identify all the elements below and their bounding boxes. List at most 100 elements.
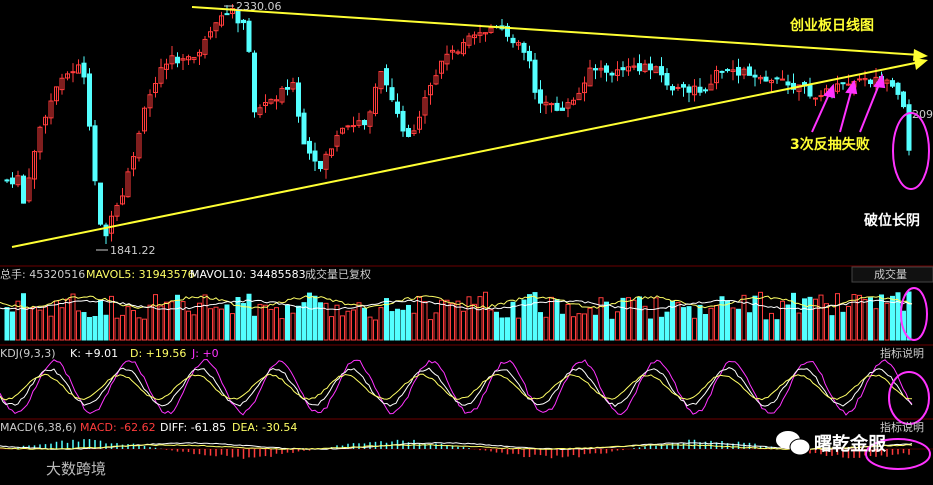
price-candle [895, 82, 901, 95]
volume-bar [406, 304, 411, 341]
price-candle [686, 86, 692, 93]
volume-bar [697, 304, 703, 341]
volume-bar [637, 296, 642, 341]
volume-bar [741, 294, 747, 341]
volume-bar [169, 301, 175, 341]
macd-diff: DIFF: -61.85 [160, 421, 226, 434]
volume-bar [10, 311, 15, 341]
kdj-k-line [0, 367, 913, 408]
volume-bar [318, 302, 323, 341]
price-candle [626, 66, 631, 72]
price-candle [32, 151, 37, 180]
price-candle [813, 97, 818, 100]
price-candle [714, 70, 719, 84]
price-candle [758, 76, 763, 80]
macd-diff-line [0, 441, 913, 451]
price-candle [565, 102, 571, 109]
volume-ma5-line [0, 295, 913, 310]
volume-bar [444, 299, 450, 341]
price-candle [488, 27, 494, 33]
price-candle [395, 101, 400, 114]
price-candle [516, 42, 521, 46]
price-candle [136, 132, 142, 159]
price-candle [560, 107, 565, 111]
breakdown-circle [892, 112, 930, 190]
price-candle [538, 89, 543, 104]
price-candle [340, 127, 345, 134]
upper-trendline [191, 6, 921, 56]
volume-bar [125, 306, 131, 341]
price-candle [428, 85, 433, 96]
volume-bar [488, 309, 494, 341]
price-candle [598, 67, 604, 71]
volume-bar [219, 308, 224, 341]
kdj-button[interactable]: 指标说明 [880, 346, 924, 360]
volume-bar [131, 310, 136, 341]
volume-bar [824, 303, 829, 341]
price-candle [510, 37, 516, 44]
volume-bar [48, 315, 54, 341]
price-candle [125, 171, 131, 198]
price-candle [554, 102, 560, 111]
price-candle [780, 78, 785, 81]
price-candle [356, 120, 362, 126]
price-candle [681, 84, 686, 88]
volume-bar [763, 319, 769, 341]
chart-title: 创业板日线图 [789, 17, 874, 34]
volume-bar [510, 301, 516, 341]
volume-bar [70, 293, 76, 341]
volume-bar [609, 318, 615, 341]
volume-bar [76, 310, 81, 341]
price-candle [637, 63, 642, 72]
price-candle [351, 125, 356, 128]
volume-bar [202, 294, 208, 341]
volume-bar [428, 319, 433, 341]
volume-bar [241, 303, 246, 341]
price-candle [736, 66, 741, 76]
volume-bar [109, 295, 114, 341]
price-candle [571, 99, 576, 105]
price-candle [312, 150, 318, 162]
volume-bar [593, 314, 598, 341]
price-candle [175, 56, 180, 64]
volume-bar [620, 297, 626, 341]
volume-bar [642, 305, 648, 341]
volume-bar [400, 309, 406, 341]
retest-arrows [811, 73, 886, 133]
price-candle [241, 19, 246, 24]
kdj-k: K: +9.01 [70, 347, 118, 360]
price-candle [186, 56, 191, 61]
price-candle [549, 103, 554, 106]
price-candle [505, 25, 510, 37]
price-candle [120, 195, 125, 205]
price-candle [461, 42, 466, 55]
volume-bar [857, 294, 862, 341]
volume-bar [499, 317, 505, 341]
volume-bars [4, 291, 912, 341]
volume-bar [587, 307, 593, 341]
price-candle [890, 80, 895, 87]
volume-bar [906, 291, 912, 341]
price-candle [213, 22, 219, 32]
price-candle [65, 73, 70, 79]
volume-bar [417, 295, 422, 341]
volume-mavol10: MAVOL10: 34485583 [190, 268, 306, 281]
volume-bar [626, 297, 631, 341]
price-candle [620, 67, 626, 71]
volume-bar [582, 313, 587, 341]
price-candle [406, 128, 411, 137]
volume-bar [274, 307, 279, 341]
volume-ma-lines [0, 295, 913, 311]
volume-bar [543, 316, 549, 341]
price-candle [87, 73, 92, 127]
high-label: 2330.06 [236, 0, 282, 13]
price-candle [208, 31, 213, 38]
volume-button-box[interactable] [851, 266, 933, 283]
volume-bar [257, 303, 263, 341]
wechat-icon [776, 431, 811, 456]
price-candle [153, 82, 158, 93]
kdj-d: D: +19.56 [130, 347, 186, 360]
volume-bar [884, 302, 890, 341]
macd-button[interactable]: 指标说明 [880, 420, 924, 434]
volume-button[interactable]: 成交量 [874, 267, 907, 281]
